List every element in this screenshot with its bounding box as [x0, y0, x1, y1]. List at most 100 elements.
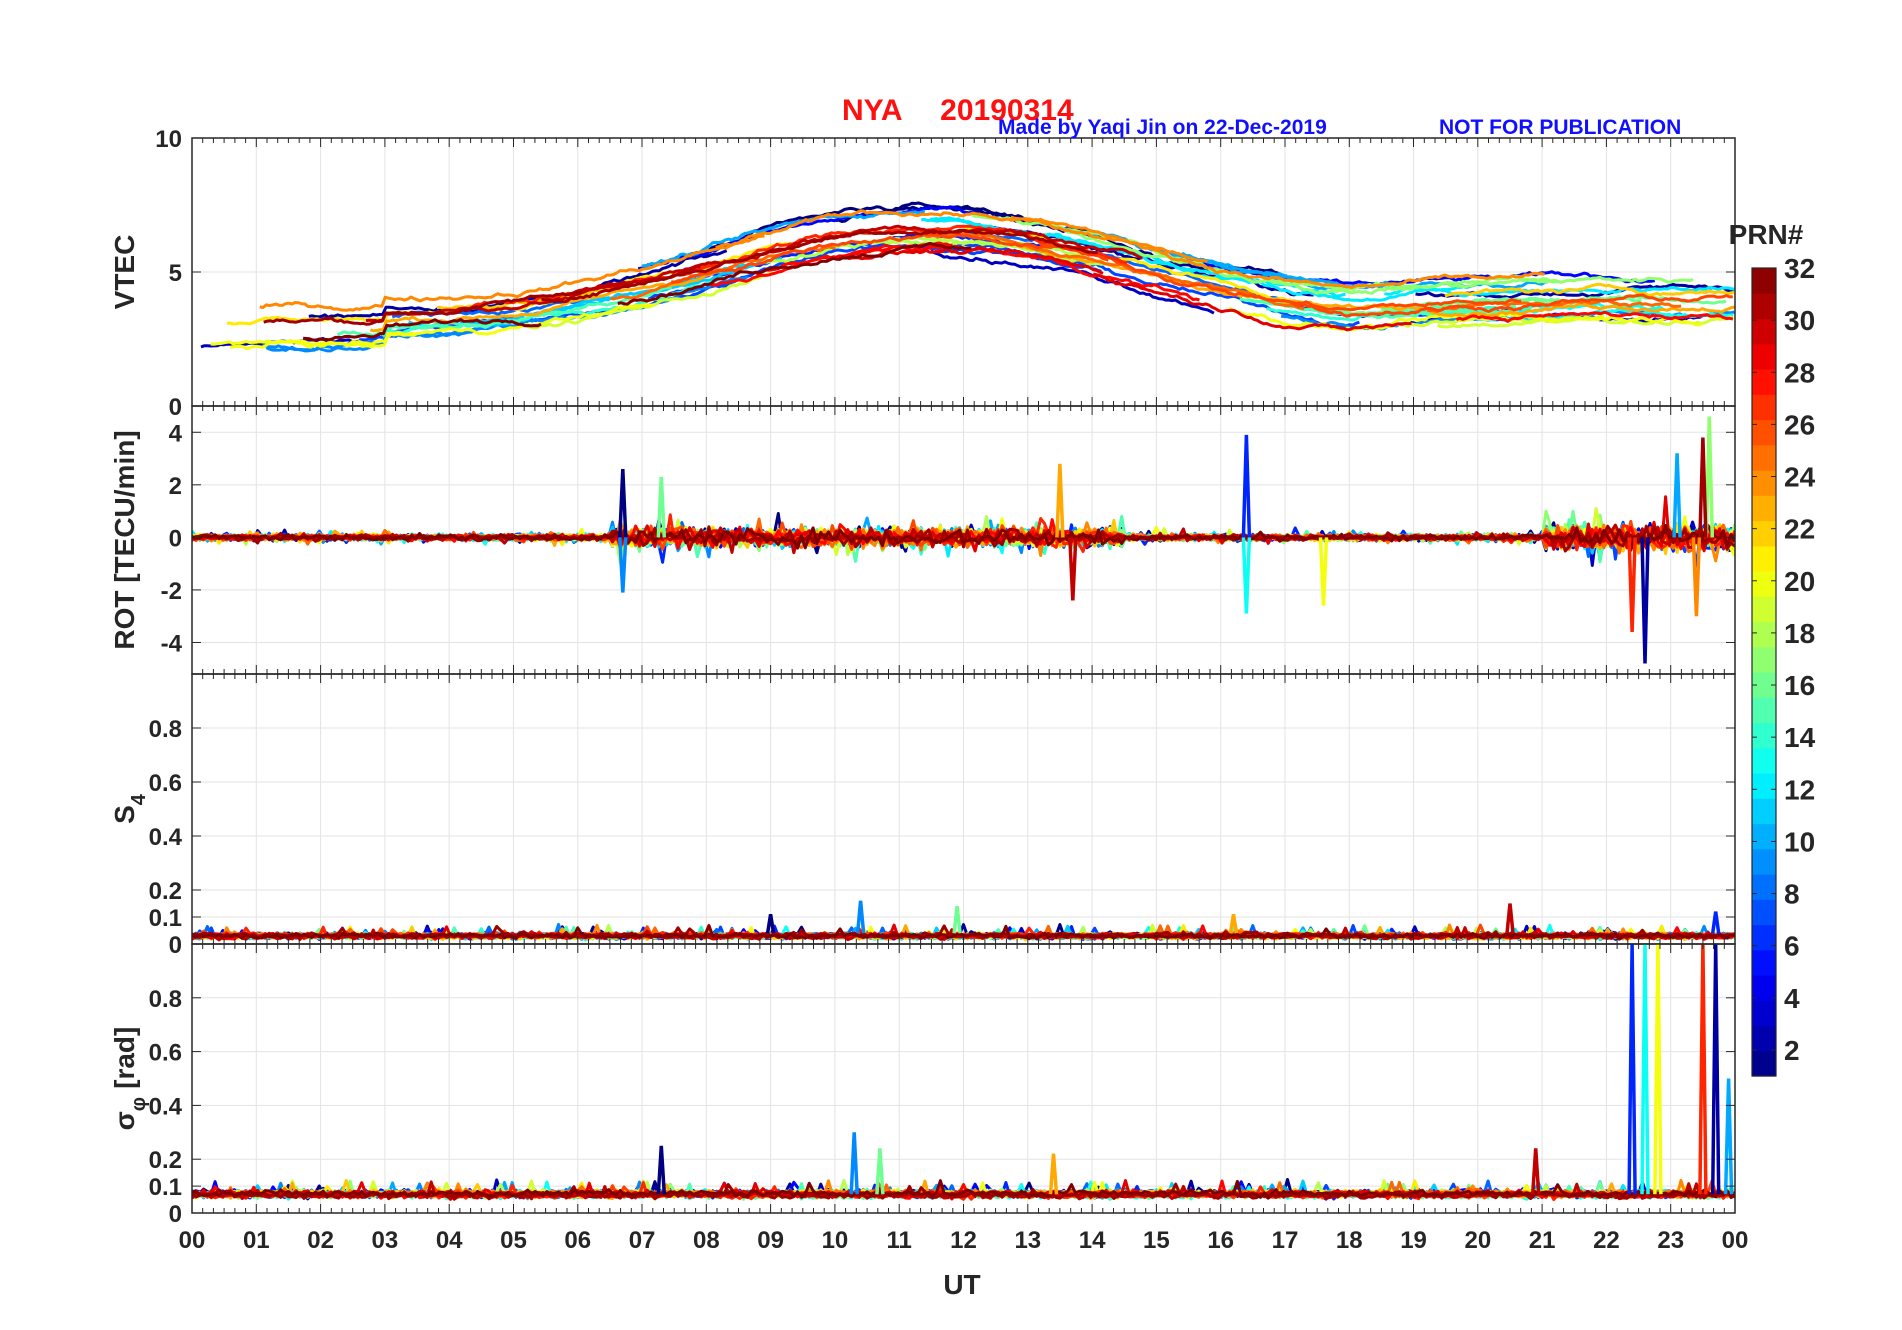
spike-mark [1691, 537, 1702, 617]
series-prn-3 [930, 249, 1215, 315]
x-tick-label: 20 [1464, 1227, 1491, 1254]
y-tick-label: 10 [155, 126, 182, 153]
station-name: NYA [842, 94, 902, 127]
series-prn-26 [1038, 241, 1522, 312]
x-tick-label: 21 [1529, 1227, 1556, 1254]
y-tick-label: 0.6 [149, 1040, 182, 1067]
y-tick-label: 5 [169, 260, 182, 287]
series-prn-24 [259, 234, 765, 312]
colorbar-swatch [1752, 268, 1776, 294]
colorbar-tick-label: 2 [1784, 1035, 1800, 1066]
y-label-main: σ [109, 1111, 140, 1130]
colorbar-tick-label: 14 [1784, 722, 1816, 753]
spike-mark [656, 1145, 667, 1195]
spike-mark [952, 906, 962, 934]
colorbar-swatch [1752, 470, 1776, 496]
series-prn-25 [924, 231, 1305, 311]
colorbar-swatch [1752, 1000, 1776, 1027]
series-prn-32 [303, 318, 542, 342]
y-tick-label: 0.6 [149, 770, 182, 797]
x-tick-label: 07 [629, 1227, 656, 1254]
y-label-sub: 4 [128, 793, 150, 805]
series-prn-29 [1092, 272, 1412, 332]
colorbar-swatch [1752, 419, 1776, 446]
x-tick-label: 17 [1272, 1227, 1299, 1254]
colorbar-tick-label: 12 [1784, 774, 1815, 805]
x-tick-label: 15 [1143, 1227, 1170, 1254]
colorbar-swatch [1752, 747, 1776, 774]
panel-s4: 00.10.2 0.4 0.6 0.8 S4 [109, 673, 1736, 959]
x-ticks-rot [202, 406, 1725, 674]
x-tick-label: 09 [757, 1227, 784, 1254]
y-tick-label: 0.2 [149, 1147, 182, 1174]
spike-mark [875, 1148, 885, 1195]
colorbar-swatch [1752, 545, 1776, 572]
spike-mark [849, 1132, 859, 1195]
y-label-main: S [109, 805, 140, 824]
spike-mark [855, 900, 866, 934]
colorbar-swatch [1752, 975, 1776, 1001]
spike-mark [1055, 463, 1065, 538]
series-group-sigma_phi [192, 944, 1735, 1202]
x-tick-label: 00 [179, 1227, 206, 1254]
x-tick-label: 01 [243, 1227, 270, 1254]
colorbar-swatch [1752, 444, 1776, 471]
x-tick-label: 05 [500, 1227, 527, 1254]
colorbar-swatch [1752, 773, 1776, 799]
y-label-unit: [rad] [109, 1027, 140, 1089]
series-group-rot [192, 416, 1735, 664]
x-tick-label: 08 [693, 1227, 720, 1254]
colorbar-tick-label: 8 [1784, 879, 1800, 910]
spike-mark [1241, 434, 1252, 538]
series-prn-17 [1265, 275, 1694, 295]
colorbar-swatch [1752, 495, 1776, 522]
spike-mark [1530, 1148, 1541, 1195]
spike-mark [1698, 437, 1708, 538]
x-ticks-s4 [202, 674, 1725, 944]
grid-sigma_phi [192, 944, 1735, 1213]
spike-mark [1627, 944, 1637, 1195]
spike-mark [1228, 914, 1239, 934]
grid-s4 [192, 674, 1735, 944]
colorbar-swatch [1752, 318, 1776, 345]
colorbar-swatch [1752, 596, 1776, 623]
series-prn-30 [572, 224, 1143, 295]
series-prn-23 [1268, 297, 1735, 319]
colorbar-tick-label: 20 [1784, 566, 1815, 597]
series-prn-20 [210, 332, 418, 349]
x-tick-label: 06 [564, 1227, 591, 1254]
colorbar-swatch [1752, 293, 1776, 320]
x-tick-label: 10 [822, 1227, 849, 1254]
colorbar-swatch [1752, 394, 1776, 421]
spike-mark [1653, 944, 1663, 1195]
y-tick-label: 0.1 [149, 905, 182, 932]
y-axis-label-rot: ROT [TECU/min] [109, 430, 140, 649]
series-prn-32 [192, 523, 1735, 552]
y-tick-label: -2 [161, 578, 182, 605]
x-tick-label: 12 [950, 1227, 977, 1254]
x-tick-label: 13 [1014, 1227, 1041, 1254]
series-prn-25 [1426, 298, 1682, 313]
y-tick-label: 0.1 [149, 1174, 182, 1201]
colorbar-tick-label: 30 [1784, 305, 1815, 336]
series-prn-24 [1010, 215, 1545, 290]
x-ticks-sigma_phi [202, 944, 1725, 1213]
y-axis-label-sigma_phi: σφ [rad] [109, 1027, 150, 1131]
x-tick-label: 02 [307, 1227, 334, 1254]
colorbar-tick-label: 18 [1784, 618, 1815, 649]
colorbar-swatch [1752, 874, 1776, 900]
x-tick-label: 18 [1336, 1227, 1363, 1254]
x-axis-label: UT [943, 1269, 980, 1300]
spike-mark [618, 469, 628, 538]
y-tick-label: 2 [169, 473, 182, 500]
y-axis-label-s4: S4 [109, 793, 150, 824]
spike-mark [765, 914, 776, 934]
x-tick-labels: 00 01 02 03 04 05 06 07 08 09 10 11 12 13 14 15 16 17 18 19… [179, 1227, 1749, 1254]
spike-mark [1241, 537, 1252, 614]
y-tick-label: 0 [169, 932, 182, 959]
series-prn-26 [1288, 293, 1733, 318]
y-tick-label: 0 [169, 525, 182, 552]
spike-mark [1710, 944, 1721, 1195]
spike-mark [1710, 911, 1721, 934]
colorbar-swatch [1752, 924, 1776, 951]
